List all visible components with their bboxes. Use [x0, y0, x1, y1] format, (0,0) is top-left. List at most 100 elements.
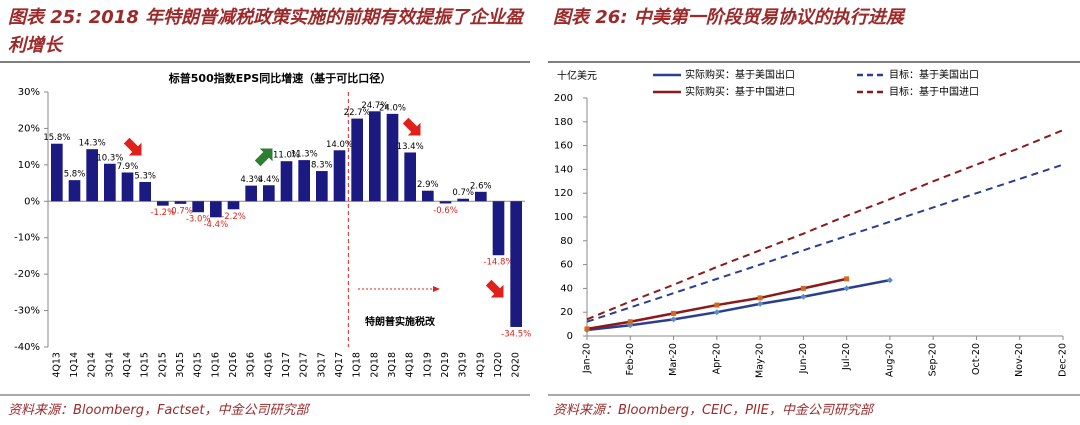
bar	[121, 172, 134, 202]
x-tick-label: 3Q19	[458, 352, 469, 378]
bar	[316, 171, 328, 202]
chart-title: 标普500指数EPS同比增速（基于可比口径）	[168, 71, 391, 85]
point	[800, 285, 806, 291]
y-tick-label: 60	[560, 260, 573, 271]
bar	[298, 160, 310, 202]
annotation: 特朗普实施税改	[365, 315, 436, 328]
y-tick-label: 180	[554, 117, 573, 128]
x-tick-label: 1Q18	[352, 352, 363, 378]
value-label: -14.8%	[483, 258, 513, 268]
x-tick-label: 1Q16	[210, 352, 221, 378]
bar	[86, 149, 98, 202]
bar	[227, 201, 240, 210]
x-tick-label: Jun-20	[798, 343, 809, 374]
y-tick-label: -10%	[14, 233, 40, 244]
series-line	[586, 129, 1064, 321]
legend-label: 实际购买：基于中国进口	[685, 85, 795, 98]
value-label: -1.2%	[150, 208, 175, 218]
point	[757, 295, 763, 301]
x-tick-label: Dec-20	[1058, 343, 1069, 377]
x-tick-label: 4Q18	[405, 352, 416, 378]
point	[757, 300, 764, 307]
point	[584, 326, 590, 332]
value-label: 4.4%	[258, 175, 280, 185]
arrow	[485, 279, 504, 298]
value-label: 11.0%	[273, 151, 300, 161]
legend-label: 目标：基于中国进口	[889, 85, 979, 98]
x-tick-label: 3Q16	[246, 352, 257, 378]
y-tick-label: 40	[560, 283, 573, 294]
value-label: 22.7%	[344, 108, 371, 118]
x-tick-label: 2Q19	[440, 352, 451, 378]
x-tick-label: 4Q17	[334, 352, 345, 378]
value-label: 2.9%	[417, 180, 439, 190]
x-tick-label: Apr-20	[711, 343, 722, 374]
x-tick-label: 3Q15	[175, 352, 186, 378]
x-tick-label: Sep-20	[928, 343, 939, 376]
bar	[386, 113, 399, 202]
x-tick-label: Feb-20	[625, 343, 636, 375]
value-label: 8.3%	[311, 161, 333, 171]
source: 资料来源：Bloomberg，CEIC，PIIE，中金公司研究部	[553, 403, 873, 418]
legend-label: 目标：基于美国出口	[889, 68, 979, 81]
x-tick-label: 4Q13	[51, 352, 62, 378]
x-tick-label: 2Q16	[228, 352, 239, 378]
y-tick-label: 100	[554, 212, 573, 223]
x-tick-label: 2Q18	[369, 352, 380, 378]
y-tick-label: 10%	[18, 160, 40, 171]
x-tick-label: 2Q15	[157, 352, 168, 378]
bar	[192, 201, 204, 213]
bar	[280, 161, 293, 202]
source: 资料来源：Bloomberg，Factset，中金公司研究部	[8, 403, 309, 418]
bar	[68, 180, 81, 202]
x-tick-label: 2Q14	[87, 352, 98, 378]
y-tick-label: 140	[554, 164, 573, 175]
value-label: -4.4%	[203, 220, 228, 230]
bar	[210, 201, 222, 218]
bar	[333, 150, 346, 202]
point	[671, 310, 677, 316]
arrow	[254, 148, 273, 167]
value-label: 10.3%	[96, 153, 123, 163]
point	[714, 302, 720, 308]
x-tick-label: 4Q15	[193, 352, 204, 378]
x-tick-label: Jan-20	[582, 343, 593, 374]
y-tick-label: 20%	[18, 123, 40, 134]
bar	[351, 118, 363, 202]
y-tick-label: 160	[554, 141, 573, 152]
value-label: 11.3%	[291, 150, 318, 160]
bar	[457, 198, 469, 202]
bar	[263, 185, 275, 202]
x-tick-label: 1Q20	[493, 352, 504, 378]
legend-label: 实际购买：基于美国出口	[685, 68, 795, 81]
y-axis-label: 十亿美元	[557, 69, 597, 82]
x-tick-label: 1Q17	[281, 352, 292, 378]
bar	[492, 201, 505, 256]
y-tick-label: 30%	[18, 87, 40, 98]
bar	[369, 111, 381, 202]
value-label: 4.3%	[240, 175, 262, 185]
value-label: 15.8%	[43, 133, 70, 143]
bar	[139, 181, 151, 202]
bar	[157, 201, 169, 206]
y-tick-label: 20	[560, 307, 573, 318]
value-label: -2.2%	[221, 212, 246, 222]
value-label: 0.7%	[452, 188, 474, 198]
y-tick-label: 0%	[24, 196, 40, 207]
bar	[439, 201, 452, 204]
value-label: 5.8%	[64, 170, 86, 180]
x-tick-label: Nov-20	[1014, 343, 1025, 377]
x-tick-label: 4Q14	[122, 352, 133, 378]
arrow	[123, 137, 142, 156]
value-label: 24.7%	[361, 101, 388, 111]
bar	[510, 201, 522, 327]
y-tick-label: 120	[554, 188, 573, 199]
x-tick-label: 4Q16	[263, 352, 274, 378]
bar	[422, 190, 434, 202]
x-tick-label: Jul-20	[841, 343, 852, 371]
value-label: 5.3%	[134, 171, 156, 181]
y-tick-label: 200	[554, 93, 573, 104]
x-tick-label: 3Q14	[104, 352, 115, 378]
